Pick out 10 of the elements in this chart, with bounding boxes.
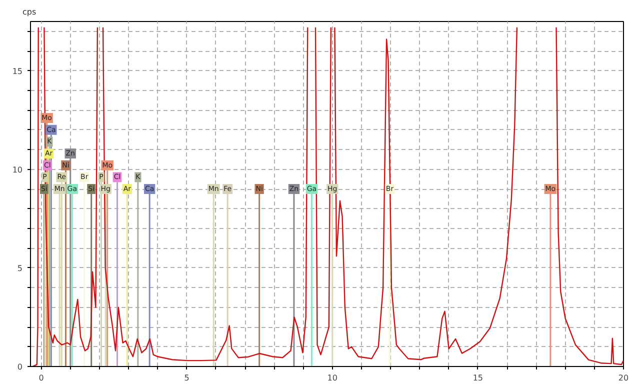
y-axis-title: cps <box>22 8 36 16</box>
y-tick-label: 10 <box>12 165 23 174</box>
x-tick-label: 20 <box>618 374 629 382</box>
x-tick-label: 5 <box>184 374 190 382</box>
y-tick-label: 0 <box>17 362 23 372</box>
x-tick-label: 10 <box>327 374 338 382</box>
x-tick-label: 0 <box>38 374 44 382</box>
y-tick-label: 5 <box>17 264 23 273</box>
y-tick-label: 15 <box>12 66 23 76</box>
x-tick-label: 15 <box>472 374 484 382</box>
